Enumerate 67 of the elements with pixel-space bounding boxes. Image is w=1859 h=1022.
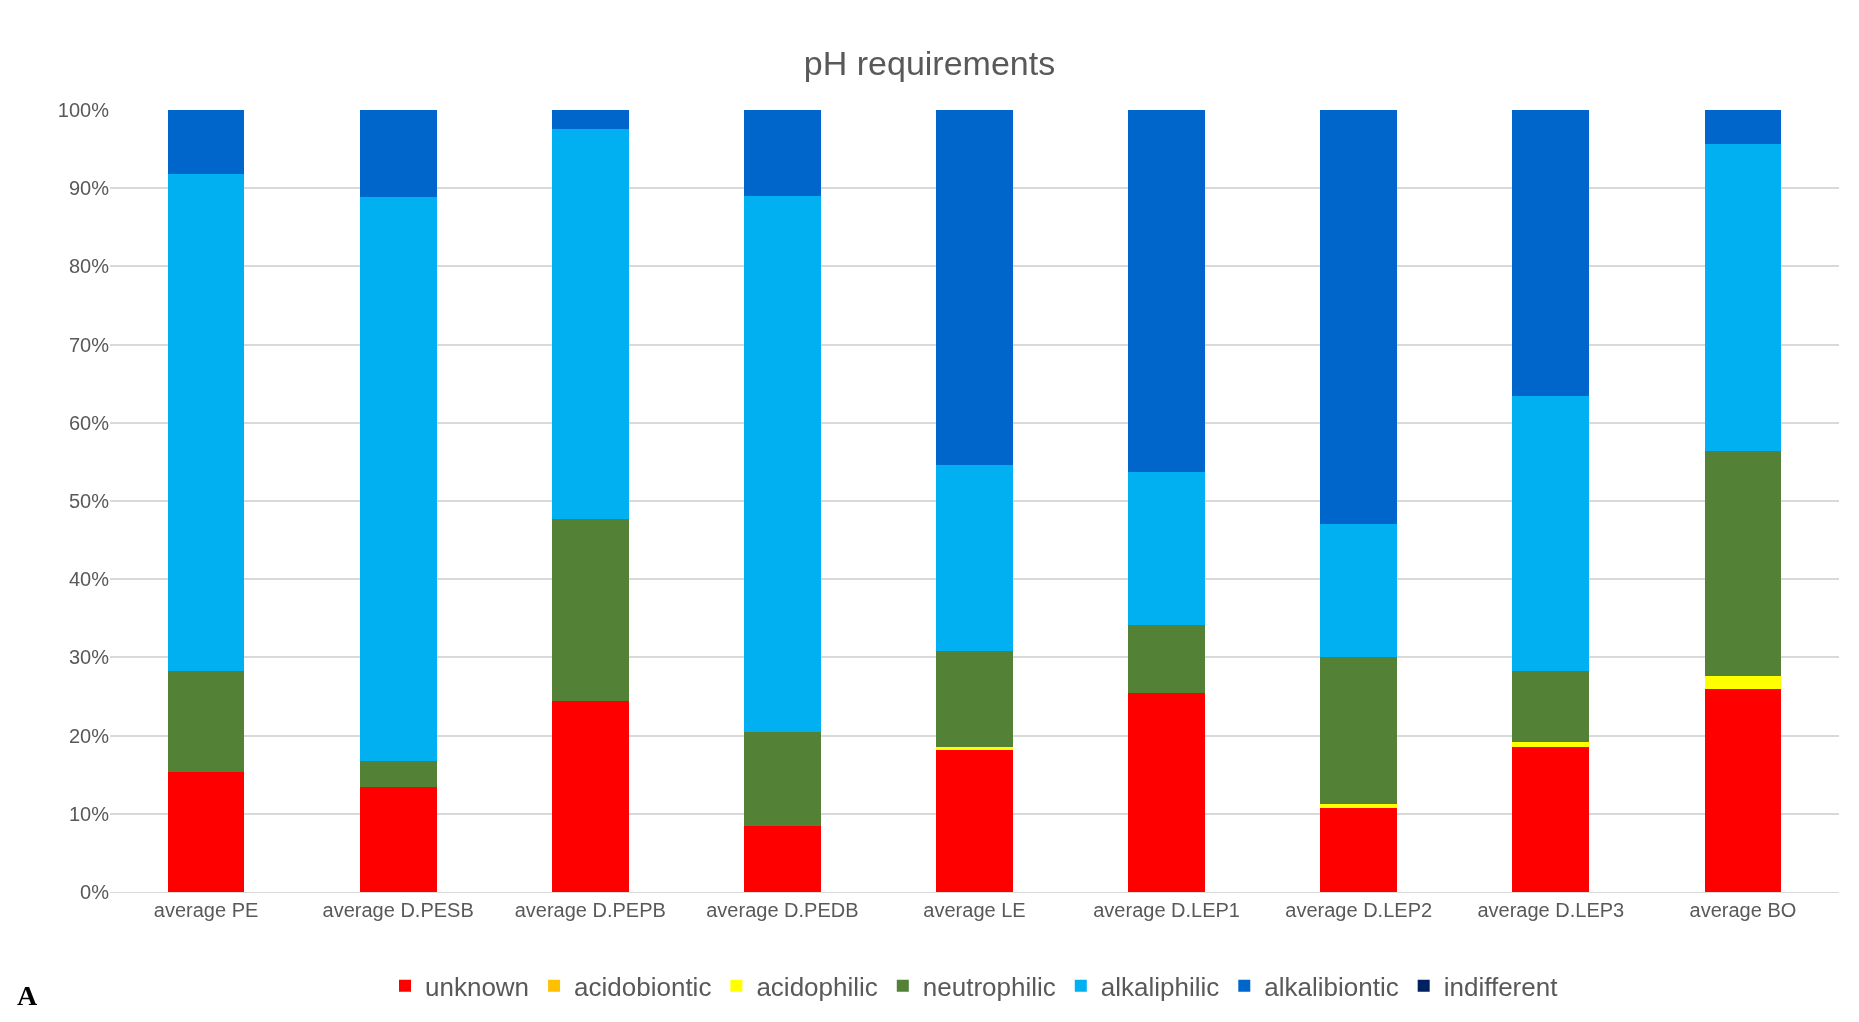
legend-label: neutrophilic: [922, 971, 1056, 1002]
bar: [551, 110, 629, 129]
bar: [359, 196, 437, 761]
x-tick-label: average D.PESB: [322, 899, 474, 921]
bar: [1512, 746, 1590, 892]
bar: [1704, 143, 1782, 451]
legend-label: indifferent: [1443, 971, 1559, 1002]
x-tick-label: average D.LEP1: [1093, 899, 1240, 921]
bar: [936, 651, 1013, 747]
bar: [743, 732, 821, 826]
x-tick-label: average D.LEP3: [1477, 899, 1625, 921]
bar: [1128, 692, 1206, 892]
bar: [167, 771, 245, 892]
y-tick-label: 40%: [68, 568, 110, 591]
y-tick-label: 10%: [68, 802, 110, 825]
y-tick-label: 80%: [68, 255, 110, 278]
y-tick-label: 20%: [68, 724, 110, 747]
legend-label: alkalibiontic: [1264, 971, 1399, 1002]
bar: [1704, 689, 1782, 892]
bar: [936, 110, 1013, 466]
bar: [1320, 808, 1398, 892]
bar: [1128, 625, 1206, 693]
bar: [551, 518, 629, 702]
bar: [1512, 671, 1590, 742]
x-tick-label: average PE: [153, 899, 259, 921]
bar: [936, 750, 1013, 892]
bar: [1512, 110, 1590, 397]
bar: [1512, 741, 1590, 747]
bar: [1320, 524, 1398, 658]
y-tick-label: 0%: [80, 881, 110, 903]
bar: [1320, 657, 1398, 804]
bar: [167, 110, 245, 175]
chart-title: pH requirements: [803, 43, 1056, 82]
bar: [1512, 396, 1590, 672]
bar: [1704, 450, 1782, 677]
x-tick-label: average D.LEP2: [1285, 899, 1433, 921]
y-tick-label: 70%: [68, 333, 110, 356]
bar: [1128, 472, 1206, 626]
x-tick-label: average D.PEPB: [514, 899, 666, 921]
bar: [743, 196, 821, 733]
y-tick-label: 50%: [68, 490, 110, 512]
legend-label: acidobiontic: [574, 971, 712, 1002]
text: A: [17, 980, 38, 1011]
legend-label: acidophilic: [756, 971, 878, 1002]
bar: [743, 110, 821, 197]
bar: [1704, 676, 1782, 690]
bar: [551, 128, 629, 519]
legend-label: alkaliphilic: [1100, 971, 1220, 1002]
bar: [359, 110, 437, 197]
bar: [1704, 110, 1782, 144]
bar: [1128, 110, 1206, 473]
x-tick-label: average BO: [1689, 899, 1797, 921]
bar: [551, 701, 629, 892]
y-tick-label: 60%: [68, 411, 110, 434]
bar: [359, 787, 437, 892]
bar: [743, 825, 821, 892]
bar: [167, 174, 245, 672]
legend-label: unknown: [425, 971, 530, 1002]
y-tick-label: 30%: [68, 646, 110, 669]
x-tick-label: average LE: [923, 899, 1026, 921]
y-tick-label: 90%: [68, 177, 110, 200]
bar: [167, 671, 245, 772]
bar: [359, 760, 437, 788]
y-tick-label: 100%: [57, 99, 110, 121]
bar: [1320, 110, 1398, 525]
bar: [936, 465, 1013, 652]
x-tick-label: average D.PEDB: [706, 899, 859, 921]
